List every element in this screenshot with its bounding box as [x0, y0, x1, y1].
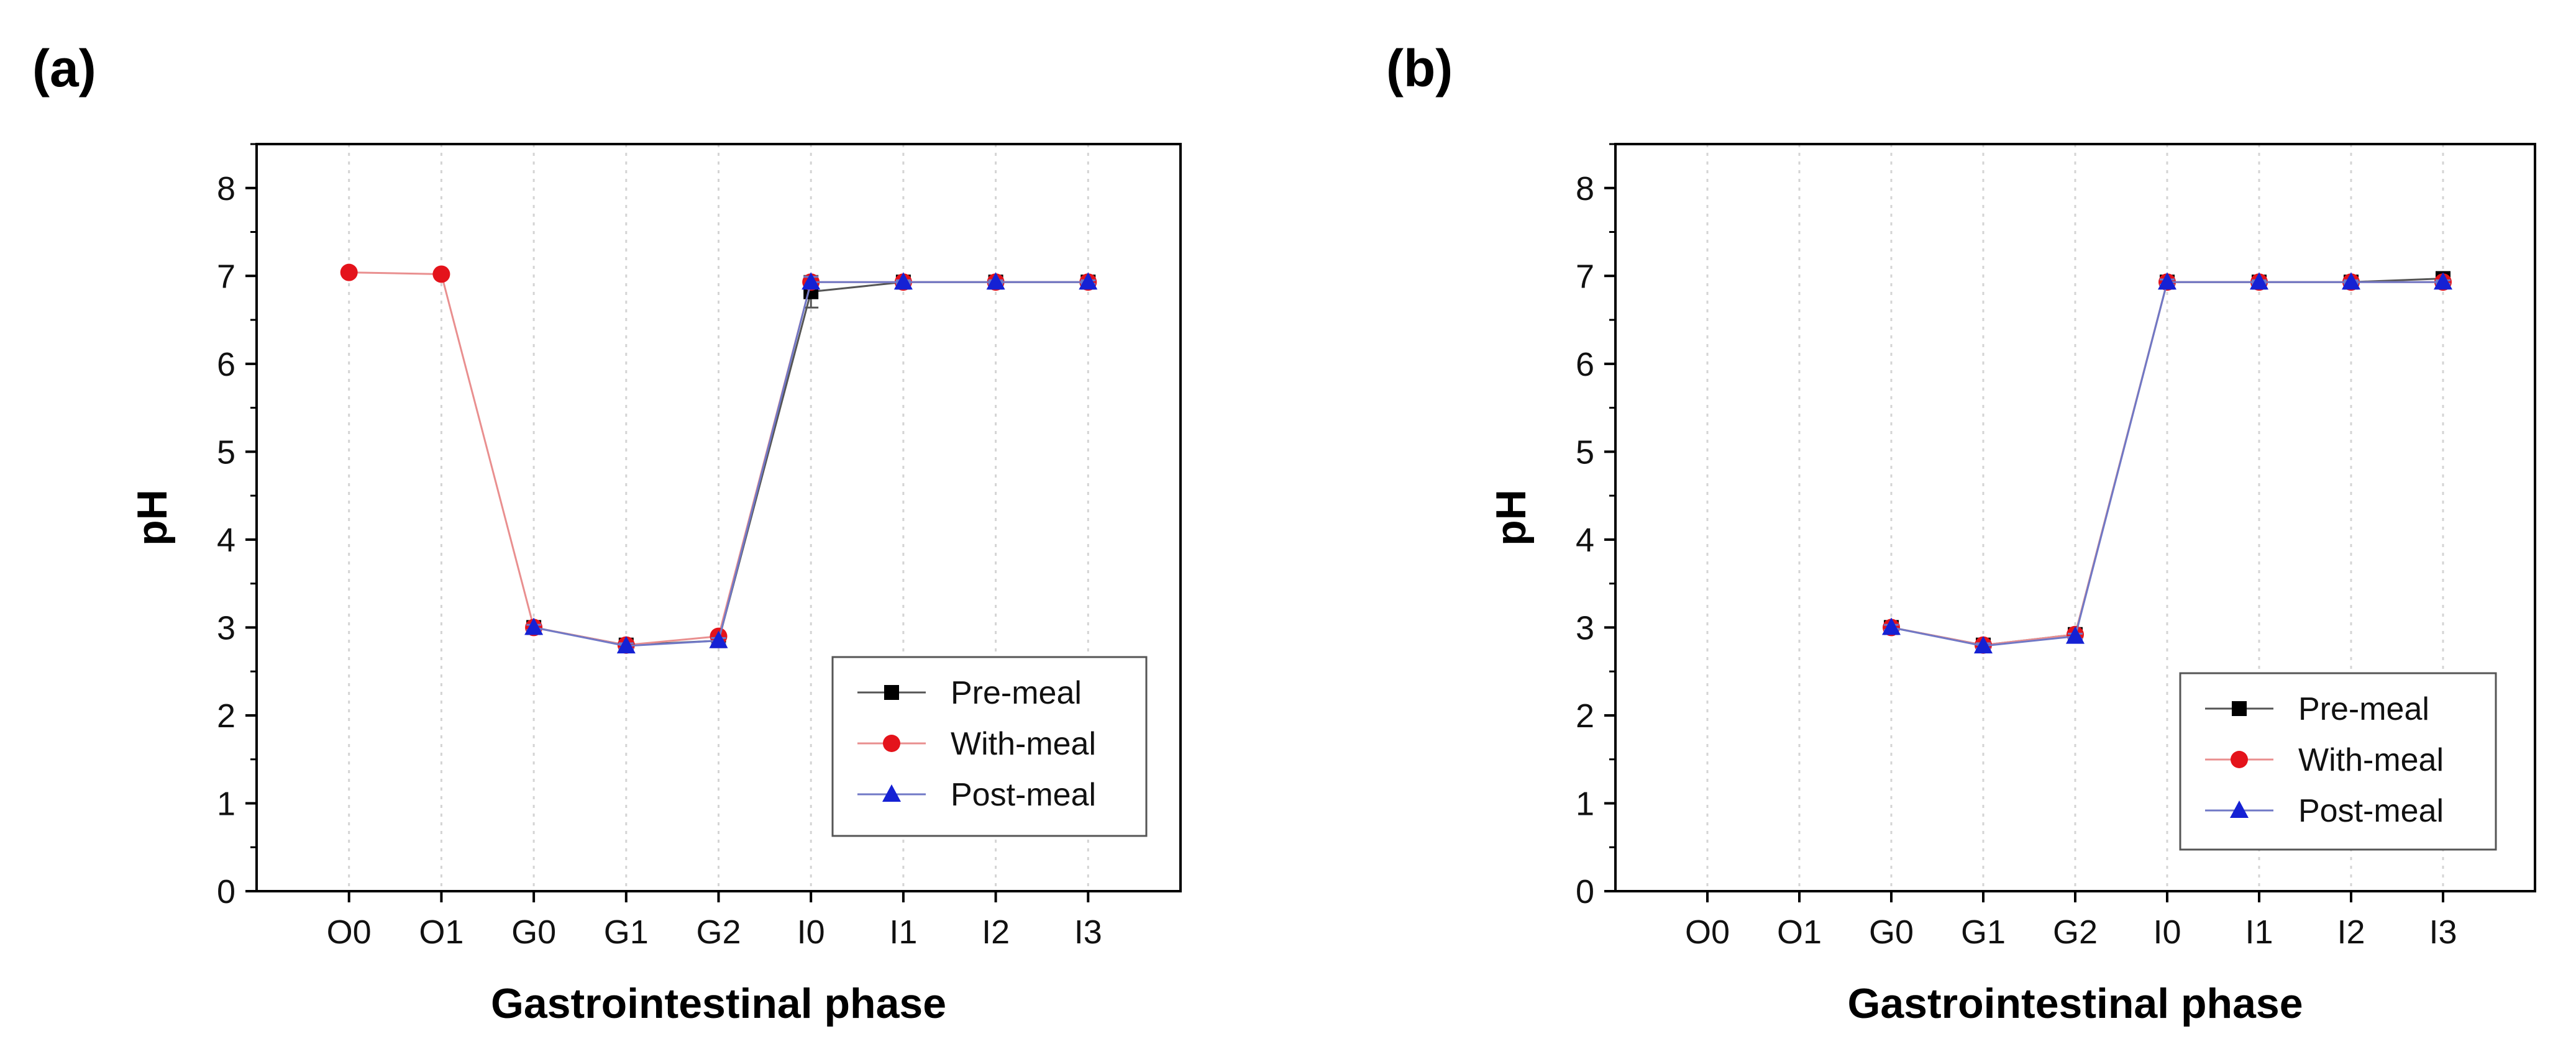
data-point-post-meal — [1974, 636, 1993, 654]
x-tick-label: O1 — [419, 914, 464, 951]
x-tick-label: G0 — [511, 914, 556, 951]
x-tick-label: G1 — [1961, 914, 2006, 951]
y-tick-label: 4 — [217, 522, 235, 559]
x-tick-label: G0 — [1869, 914, 1914, 951]
legend-marker-pre-meal — [2232, 701, 2247, 716]
legend-marker-post-meal — [2230, 801, 2249, 818]
x-tick-label: O1 — [1777, 914, 1822, 951]
data-point-post-meal — [1079, 272, 1098, 290]
data-point-post-meal — [616, 636, 636, 654]
x-tick-label: O0 — [327, 914, 372, 951]
data-point-post-meal — [893, 272, 913, 290]
y-tick-label: 2 — [1576, 697, 1594, 735]
y-tick-label: 6 — [1576, 346, 1594, 383]
legend-label-pre-meal: Pre-meal — [2298, 691, 2429, 727]
y-tick-label: 8 — [217, 170, 235, 207]
x-tick-label: I3 — [2429, 914, 2457, 951]
x-tick-label: I3 — [1074, 914, 1102, 951]
y-tick-label: 3 — [1576, 609, 1594, 646]
y-tick-label: 0 — [1576, 873, 1594, 910]
chart-panel-b: (b) 0 1 2 3 4 5 6 7 8 O0 O1 G0 G1 G2 I0 I1 I2 I3 Gastroint… — [1288, 0, 2576, 1057]
data-point-with-meal — [340, 263, 358, 281]
x-tick-label: I1 — [2245, 914, 2273, 951]
y-tick-label: 6 — [217, 346, 235, 383]
y-tick-label: 4 — [1576, 522, 1594, 559]
y-tick-label: 8 — [1576, 170, 1594, 207]
y-tick-label: 7 — [217, 258, 235, 295]
data-point-post-meal — [2434, 272, 2452, 290]
legend-label-post-meal: Post-meal — [951, 777, 1096, 813]
data-point-post-meal — [709, 630, 728, 648]
x-tick-label: O0 — [1685, 914, 1730, 951]
x-tick-label: I2 — [982, 914, 1010, 951]
y-tick-label: 5 — [217, 433, 235, 471]
legend-label-with-meal: With-meal — [951, 726, 1096, 762]
data-point-post-meal — [2342, 272, 2360, 290]
x-axis-title: Gastrointestinal phase — [1847, 980, 2303, 1027]
legend-marker-post-meal — [882, 784, 901, 802]
y-tick-label: 5 — [1576, 433, 1594, 471]
y-tick-label: 1 — [1576, 785, 1594, 822]
x-tick-label: I2 — [2337, 914, 2365, 951]
legend-marker-pre-meal — [884, 685, 899, 700]
y-tick-label: 2 — [217, 697, 235, 735]
x-tick-label: I1 — [889, 914, 917, 951]
y-tick-label: 1 — [217, 785, 235, 822]
y-axis-title: pH — [1487, 489, 1535, 546]
chart-svg: 0 1 2 3 4 5 6 7 8 O0 O1 G0 G1 G2 I0 I1 I2 I3 Gastrointesti… — [129, 143, 1182, 1027]
legend-label-post-meal: Post-meal — [2298, 793, 2444, 829]
legend-marker-with-meal — [2231, 751, 2248, 768]
x-axis-title: Gastrointestinal phase — [491, 980, 946, 1027]
chart-panel-a: (a) 0 1 2 3 4 5 6 7 8 O0 O1 G0 G1 G2 I0 I1 I2 I3 Gastroint… — [32, 39, 1182, 1027]
x-tick-label: G2 — [696, 914, 741, 951]
legend-label-pre-meal: Pre-meal — [951, 675, 1082, 711]
data-point-post-meal — [986, 272, 1005, 290]
x-tick-label: I0 — [2153, 914, 2181, 951]
data-point-post-meal — [2158, 272, 2176, 290]
legend-label-with-meal: With-meal — [2298, 742, 2444, 778]
y-tick-label: 0 — [217, 873, 235, 910]
legend-marker-with-meal — [883, 735, 900, 752]
panel-label: (b) — [1386, 39, 1453, 98]
data-point-post-meal — [2250, 272, 2268, 290]
data-point-post-meal — [802, 272, 821, 290]
data-point-post-meal — [2066, 626, 2085, 644]
x-tick-label: I0 — [797, 914, 825, 951]
y-axis-title: pH — [129, 489, 176, 546]
x-tick-label: G2 — [2053, 914, 2098, 951]
data-point-post-meal — [524, 617, 544, 635]
y-tick-label: 3 — [217, 609, 235, 646]
y-tick-label: 7 — [1576, 258, 1594, 295]
chart-svg: 0 1 2 3 4 5 6 7 8 O0 O1 G0 G1 G2 I0 I1 I2 I3 Gastrointesti… — [1487, 143, 2536, 1027]
panel-label: (a) — [32, 39, 96, 98]
data-point-with-meal — [432, 265, 450, 283]
data-point-post-meal — [1882, 617, 1901, 635]
x-tick-label: G1 — [604, 914, 649, 951]
